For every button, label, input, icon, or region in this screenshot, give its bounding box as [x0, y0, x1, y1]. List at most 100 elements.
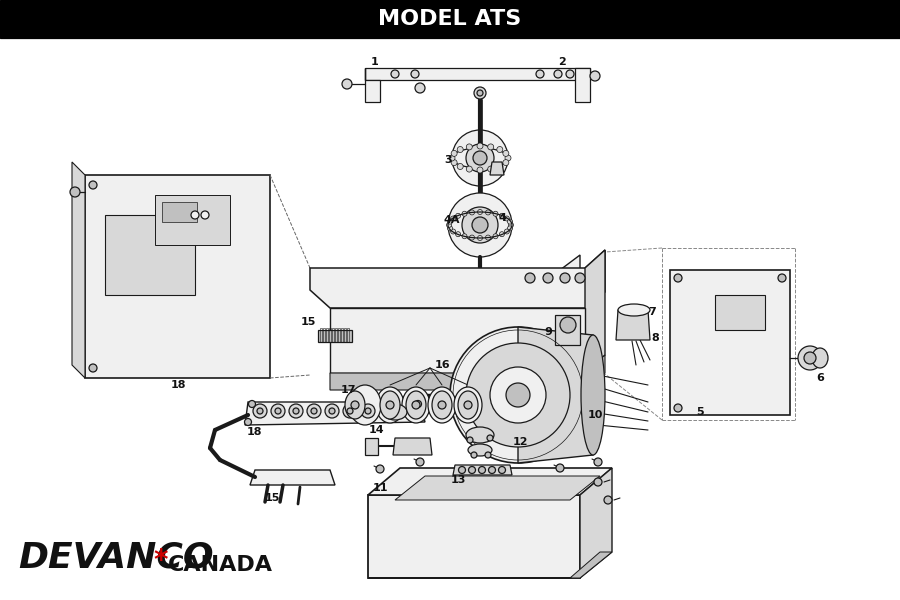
Circle shape [489, 467, 496, 473]
Circle shape [470, 210, 474, 215]
Circle shape [386, 401, 394, 409]
Circle shape [497, 163, 503, 169]
Circle shape [500, 232, 504, 236]
Circle shape [451, 151, 457, 157]
Text: 17: 17 [340, 385, 356, 395]
Circle shape [490, 367, 546, 423]
Circle shape [307, 404, 321, 418]
Bar [344, 328, 346, 342]
Circle shape [504, 216, 509, 221]
Circle shape [477, 167, 483, 173]
Circle shape [485, 235, 490, 240]
Circle shape [477, 143, 483, 149]
Ellipse shape [454, 387, 482, 423]
Ellipse shape [345, 391, 365, 419]
Bar [326, 328, 328, 342]
Circle shape [462, 207, 498, 243]
Text: 7: 7 [648, 307, 656, 317]
Text: 15: 15 [301, 317, 316, 327]
Bar [670, 270, 790, 415]
Text: 4: 4 [498, 213, 506, 223]
Ellipse shape [349, 385, 381, 425]
Circle shape [536, 70, 544, 78]
Circle shape [89, 181, 97, 189]
Circle shape [271, 404, 285, 418]
Bar [162, 202, 197, 222]
Text: 15: 15 [265, 493, 280, 503]
Circle shape [253, 404, 267, 418]
Text: 18: 18 [247, 427, 262, 437]
Circle shape [604, 496, 612, 504]
Circle shape [560, 317, 576, 333]
Text: 9: 9 [544, 327, 552, 337]
Polygon shape [245, 402, 425, 425]
Text: MODEL ATS: MODEL ATS [378, 9, 522, 29]
Circle shape [416, 458, 424, 466]
Polygon shape [368, 495, 580, 578]
Ellipse shape [458, 391, 478, 419]
Polygon shape [368, 552, 612, 578]
Circle shape [469, 467, 475, 473]
Circle shape [487, 435, 493, 441]
Text: CANADA: CANADA [168, 555, 273, 575]
Ellipse shape [452, 148, 508, 168]
Bar [335, 328, 337, 342]
Text: 6: 6 [816, 373, 824, 383]
Bar [332, 328, 334, 342]
Circle shape [479, 467, 485, 473]
Circle shape [201, 211, 209, 219]
Text: 18: 18 [170, 380, 185, 390]
Circle shape [458, 467, 465, 473]
Bar [347, 328, 349, 342]
Circle shape [508, 219, 512, 224]
Circle shape [556, 464, 564, 472]
Circle shape [449, 155, 455, 161]
Circle shape [566, 70, 574, 78]
Circle shape [674, 404, 682, 412]
Polygon shape [330, 308, 585, 373]
Circle shape [70, 187, 80, 197]
Circle shape [365, 408, 371, 414]
Circle shape [415, 83, 425, 93]
Circle shape [493, 234, 498, 239]
Ellipse shape [402, 387, 430, 423]
Ellipse shape [468, 444, 492, 456]
Polygon shape [395, 476, 600, 500]
Polygon shape [518, 327, 593, 463]
Circle shape [497, 146, 503, 152]
Circle shape [471, 452, 477, 458]
Circle shape [89, 364, 97, 372]
Circle shape [474, 87, 486, 99]
Polygon shape [368, 468, 612, 495]
Circle shape [455, 214, 461, 218]
Ellipse shape [618, 304, 650, 316]
Circle shape [457, 163, 464, 169]
Polygon shape [616, 310, 650, 340]
Circle shape [575, 273, 585, 283]
Circle shape [466, 144, 494, 172]
Circle shape [361, 404, 375, 418]
Text: 2: 2 [558, 57, 566, 67]
Circle shape [447, 219, 453, 224]
Text: 13: 13 [450, 475, 465, 485]
Circle shape [594, 458, 602, 466]
Circle shape [448, 193, 512, 257]
Polygon shape [393, 438, 432, 455]
Polygon shape [250, 470, 335, 485]
Circle shape [293, 408, 299, 414]
Circle shape [412, 401, 420, 409]
Circle shape [329, 408, 335, 414]
Text: *: * [153, 547, 167, 575]
Circle shape [452, 130, 508, 186]
Circle shape [446, 223, 452, 227]
Circle shape [275, 408, 281, 414]
Circle shape [191, 211, 199, 219]
Circle shape [590, 71, 600, 81]
Polygon shape [490, 162, 504, 175]
Circle shape [342, 79, 352, 89]
Bar [341, 328, 343, 342]
Circle shape [343, 404, 357, 418]
Ellipse shape [376, 387, 404, 423]
Ellipse shape [432, 391, 452, 419]
Circle shape [470, 235, 474, 240]
